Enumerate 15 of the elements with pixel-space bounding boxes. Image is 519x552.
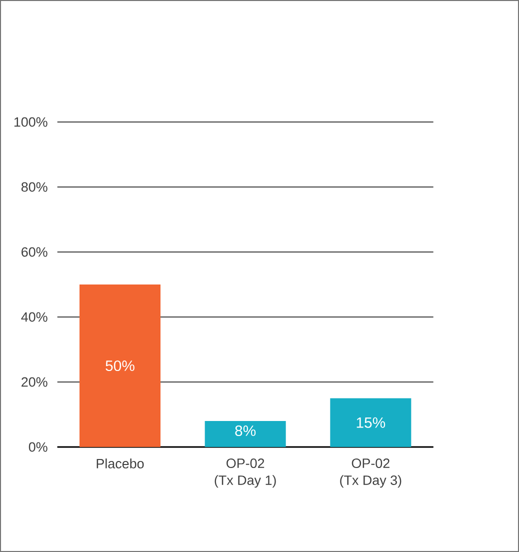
y-tick-label: 20% xyxy=(22,377,48,387)
bar xyxy=(330,398,412,447)
y-tick-label: 100% xyxy=(14,117,48,127)
y-tick-label: 0% xyxy=(28,442,48,452)
bar xyxy=(204,421,286,447)
bar xyxy=(80,284,160,447)
data-label: 8% xyxy=(235,425,256,436)
y-tick-label: 40% xyxy=(21,312,48,322)
x-tick-label: OP-02 (Tx Day 1) xyxy=(214,458,276,488)
data-label: 15% xyxy=(356,417,386,428)
y-tick-label: 60% xyxy=(22,247,48,257)
x-tick-label: Placebo xyxy=(96,458,144,468)
y-tick-label: 80% xyxy=(21,182,48,192)
x-tick-label: OP-02 (Tx Day 3) xyxy=(340,458,402,488)
data-label: 50% xyxy=(106,360,134,372)
